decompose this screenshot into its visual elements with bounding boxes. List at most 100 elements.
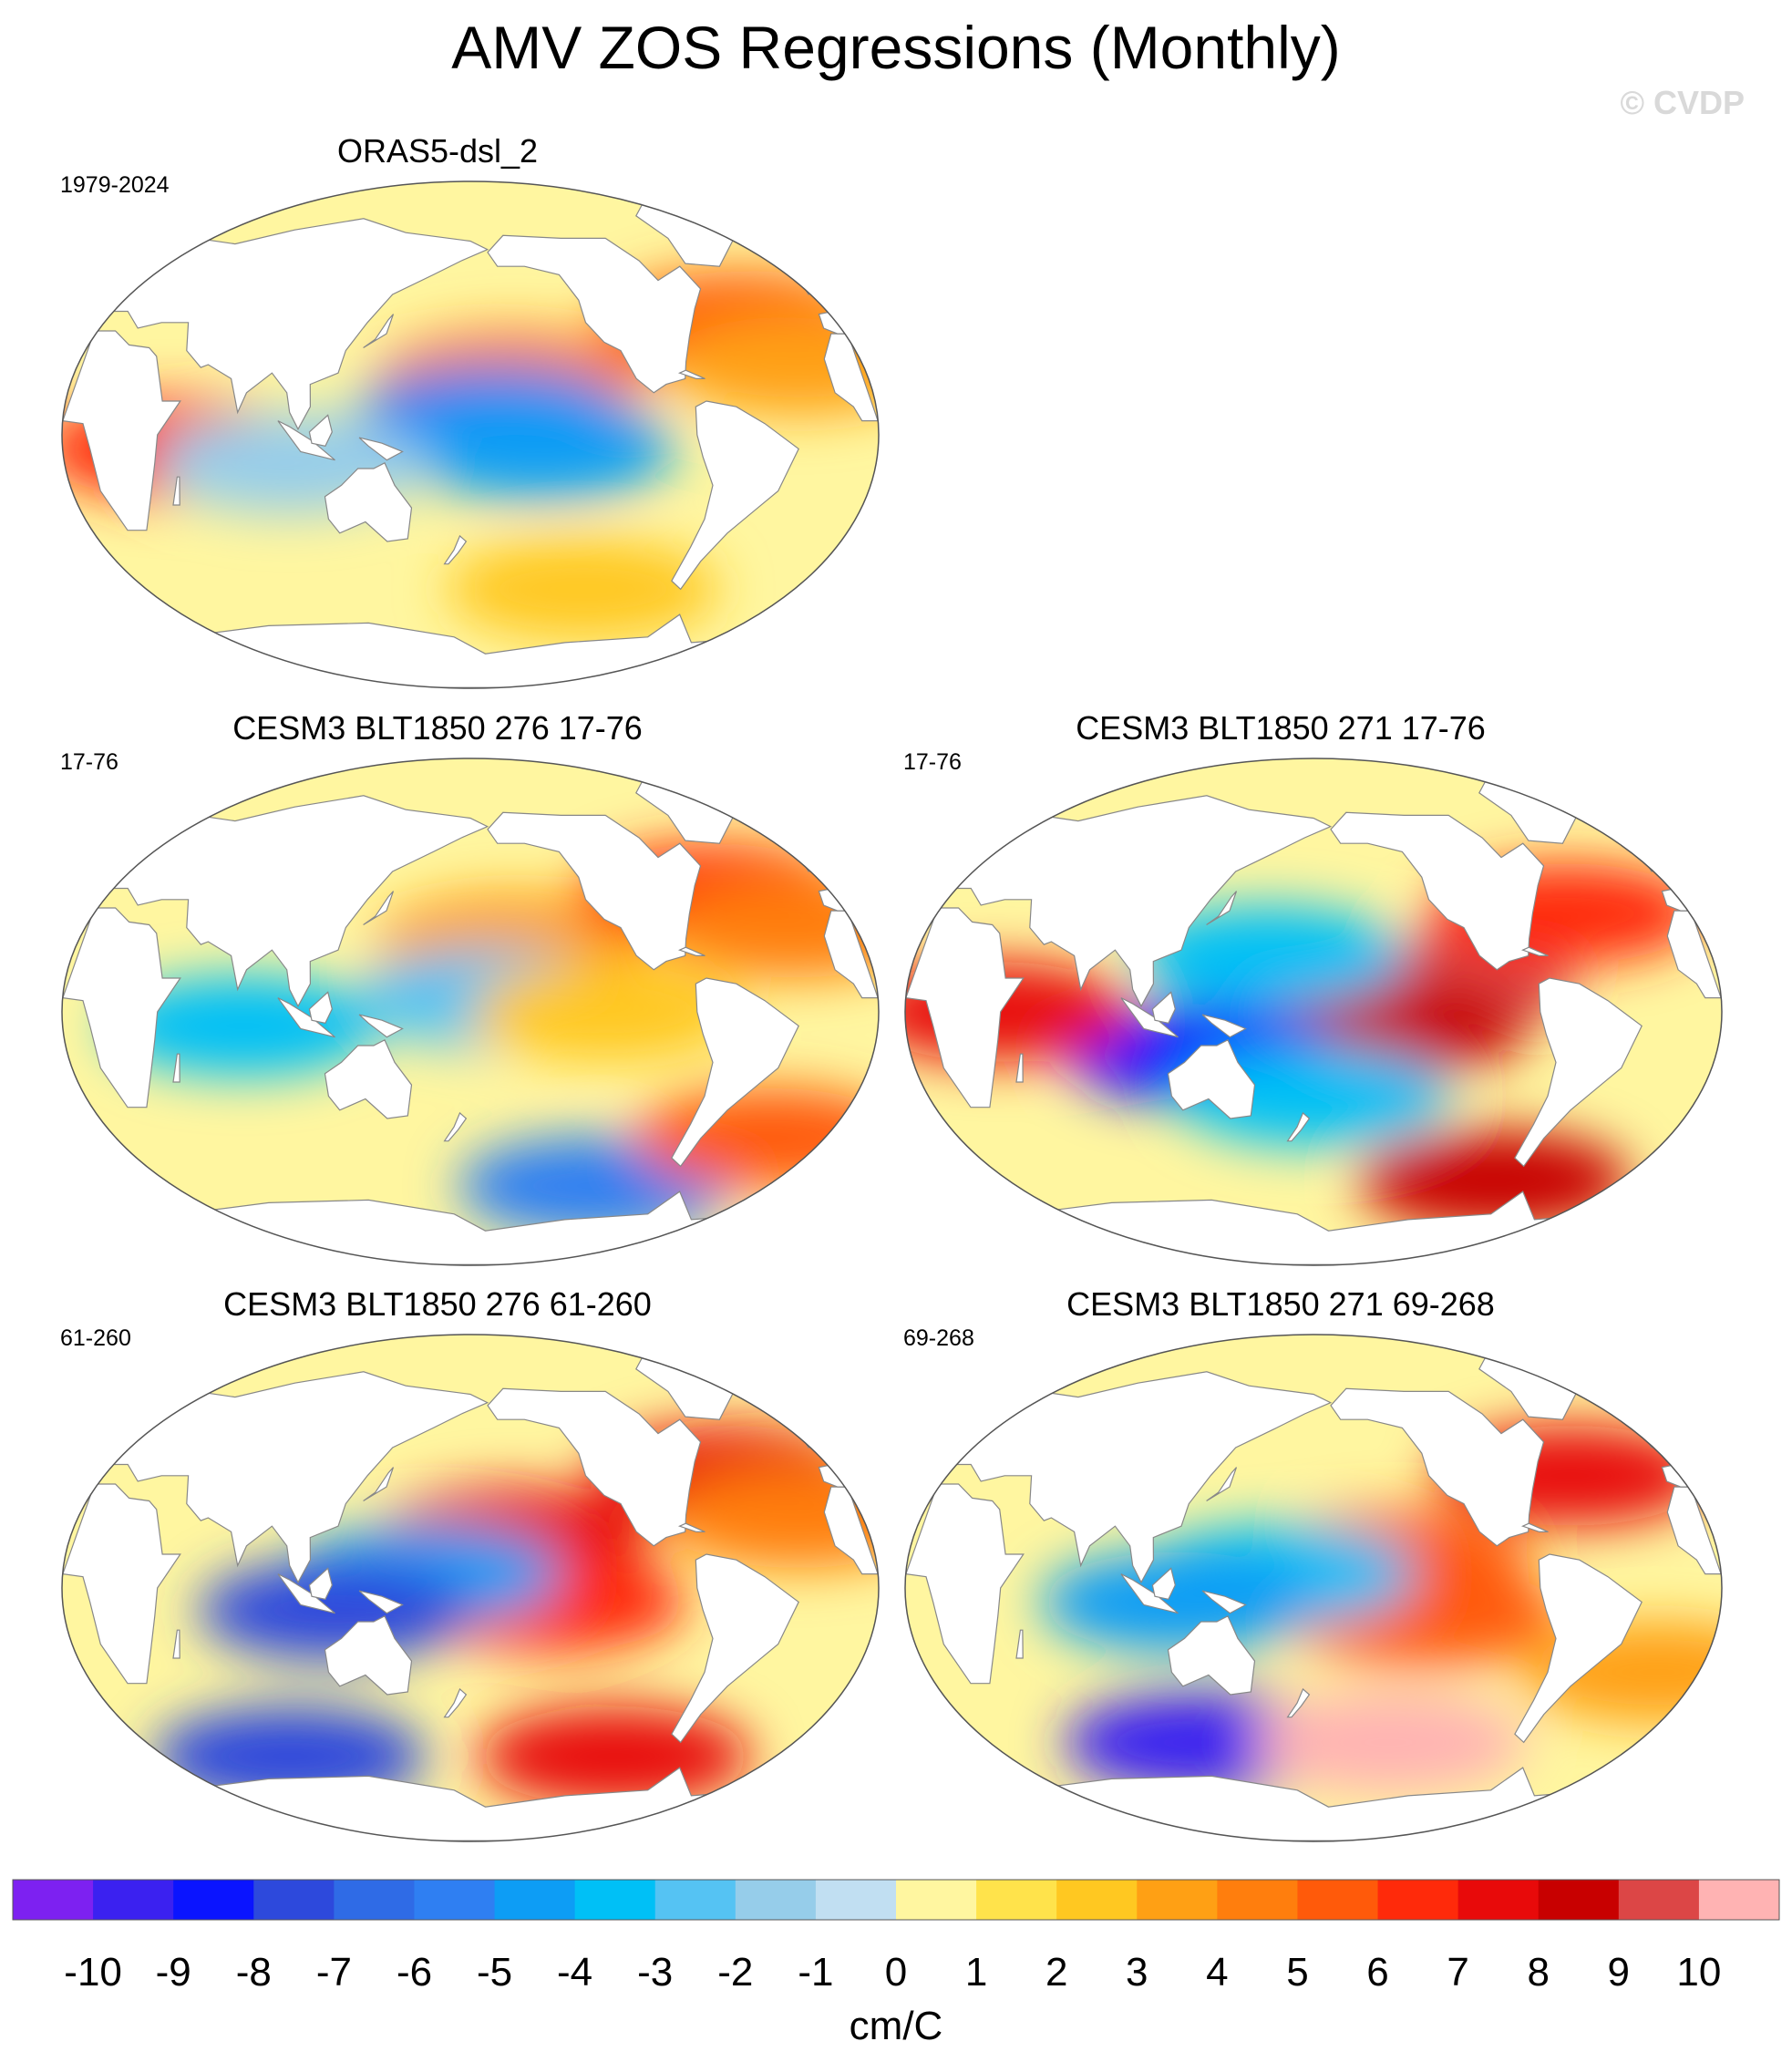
land-australia [324,1038,413,1119]
map-border [61,758,880,1266]
colorbar-swatch [1618,1880,1700,1920]
land-borneo [308,414,333,447]
land-northAmerica [487,1387,702,1547]
colorbar-swatch [13,1880,94,1920]
map-panel-oras5: ORAS5-dsl_2 1979-2024 [0,132,880,697]
land-africaWest [1666,1486,1722,1575]
land-southAmerica [671,1553,799,1744]
map-border [61,1334,880,1842]
land-borneo [1151,991,1176,1024]
colorbar-tick-label: -7 [316,1950,352,1995]
colorbar-swatch [654,1880,736,1920]
colorbar-tick-label: -8 [236,1950,272,1995]
land-borneo [308,991,333,1024]
map-panel-cesm3-271-69-268: CESM3 BLT1850 271 69-268 69-268 [843,1285,1723,1851]
land-japan [1206,891,1238,926]
land-africa [905,1483,1025,1685]
land-africa [62,330,181,531]
land-eurasia [949,795,1333,1008]
panel-title: CESM3 BLT1850 276 61-260 [223,1285,652,1323]
land-africaWest [823,910,879,999]
colorbar-swatch [574,1880,656,1920]
land-newZealand [443,1687,468,1718]
colorbar-swatch [173,1880,254,1920]
map-plot [61,1334,880,1842]
colorbar-tick-label: 7 [1447,1950,1468,1995]
land-borneo [308,1567,333,1600]
land-newGuinea [358,437,404,461]
anomaly-blob [1357,1129,1632,1231]
anomaly-blob [446,539,720,640]
colorbar-tick-label: 8 [1527,1950,1549,1995]
land-australia [324,461,413,542]
land-northAmerica [1330,1387,1545,1547]
anomaly-blob [1251,1692,1526,1793]
land-indonesia [1120,1573,1179,1614]
panel-period: 17-76 [60,749,118,775]
colorbar-tick-label: 1 [965,1950,987,1995]
land-cuba [1520,946,1549,956]
land-newZealand [443,1111,468,1142]
land-newGuinea [1201,1590,1247,1614]
anomaly-blob [198,1560,472,1661]
land-japan [363,891,395,926]
panel-title: CESM3 BLT1850 276 17-76 [232,709,643,747]
land-eurasia [106,1371,489,1584]
map-border [904,1334,1723,1842]
anomaly-blob [478,1706,752,1807]
colorbar-tick-label: 9 [1608,1950,1630,1995]
land-madagascar [1015,1629,1024,1659]
map-panel-cesm3-271-17-76: CESM3 BLT1850 271 17-76 17-76 [843,709,1723,1274]
map-plot [904,1334,1723,1842]
land-africa [62,1483,181,1685]
land-eurasia [949,1371,1333,1584]
land-indonesia [1120,997,1179,1038]
land-cuba [677,1522,705,1532]
colorbar-tick-label: -4 [557,1950,592,1995]
land-southAmerica [671,977,799,1168]
anomaly-blob [1064,1692,1338,1793]
anomaly-blob [107,975,381,1077]
map-plot [904,758,1723,1266]
colorbar-tick-label: 2 [1045,1950,1067,1995]
colorbar-swatch [1698,1880,1780,1920]
colorbar-tick-label: 0 [885,1950,907,1995]
colorbar-tick-label: -9 [156,1950,191,1995]
land-australia [1167,1038,1256,1119]
land-borneo [1151,1567,1176,1600]
land-japan [1206,1467,1238,1502]
land-eurasia [106,218,489,431]
colorbar-tick-label: -5 [477,1950,512,1995]
land-africa [62,907,181,1108]
map-panel-cesm3-276-61-260: CESM3 BLT1850 276 61-260 61-260 [0,1285,880,1851]
land-newZealand [1286,1687,1311,1718]
land-africaWest [823,333,879,422]
land-eurasia [106,795,489,1008]
panel-period: 1979-2024 [60,172,170,198]
colorbar-swatch [815,1880,897,1920]
land-northAmerica [487,811,702,971]
map-border [61,180,880,689]
land-madagascar [172,1629,180,1659]
land-newZealand [1286,1111,1311,1142]
colorbar-tick-label: 3 [1126,1950,1148,1995]
colorbar-tick-label: -10 [64,1950,122,1995]
land-madagascar [172,476,180,506]
panel-period: 61-260 [60,1325,131,1351]
land-madagascar [1015,1053,1024,1083]
panel-title: CESM3 BLT1850 271 17-76 [1076,709,1486,747]
land-africa [905,907,1025,1108]
colorbar-swatch [494,1880,576,1920]
colorbar-frame [12,1879,1780,1921]
land-northAmerica [487,234,702,394]
figure-title: AMV ZOS Regressions (Monthly) [451,14,1341,81]
land-africaWest [1666,910,1722,999]
panel-title: ORAS5-dsl_2 [336,132,539,170]
anomaly-blob [1177,1046,1450,1147]
land-cuba [677,946,705,956]
colorbar-swatch [414,1880,496,1920]
colorbar-tick-label: -2 [717,1950,753,1995]
land-newGuinea [358,1014,404,1038]
colorbar-swatch [1377,1880,1459,1920]
land-southAmerica [1514,977,1643,1168]
